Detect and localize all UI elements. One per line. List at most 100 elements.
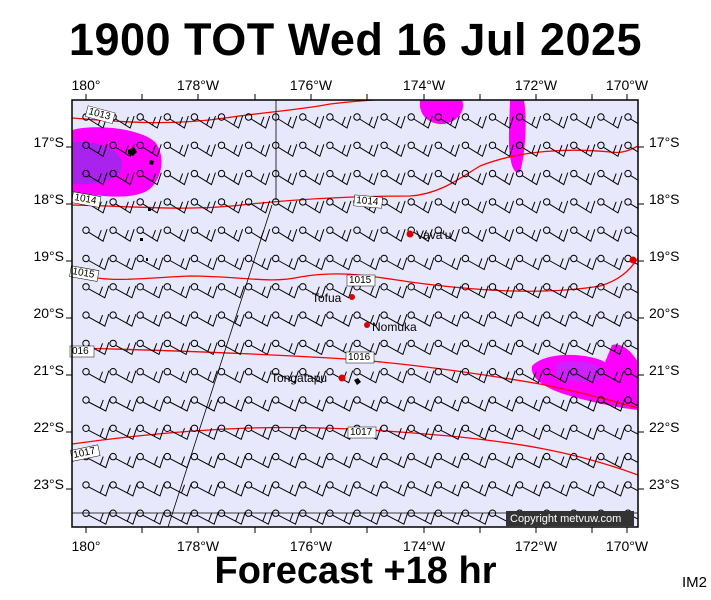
wind-barb xyxy=(326,311,354,327)
wind-barb xyxy=(461,452,490,469)
wind-barb xyxy=(543,311,570,327)
wind-barb xyxy=(82,254,110,271)
wind-barb xyxy=(515,424,544,441)
wind-barb xyxy=(570,198,596,214)
wind-barb xyxy=(136,452,165,469)
wind-barb xyxy=(624,396,638,407)
wind-barb xyxy=(136,141,162,158)
wind-barb xyxy=(272,283,299,299)
wind-barb xyxy=(461,509,490,525)
wind-barb xyxy=(353,283,381,299)
lon-label: 180° xyxy=(72,538,101,554)
wind-barb xyxy=(624,226,638,238)
fiji-islands xyxy=(128,147,361,385)
wind-barb xyxy=(109,396,138,412)
wind-barb xyxy=(570,424,599,441)
wind-barb xyxy=(190,424,219,441)
wind-barb xyxy=(461,396,490,412)
lat-labels-left: 17°S 18°S 19°S 20°S 21°S 22°S 23°S xyxy=(33,134,64,492)
wind-barb xyxy=(244,198,271,214)
wind-barb xyxy=(82,141,108,158)
lat-label: 21°S xyxy=(33,362,64,378)
wind-barb xyxy=(163,169,189,186)
wind-barb xyxy=(244,169,271,186)
wind-barb xyxy=(217,198,244,214)
wind-barb xyxy=(380,368,408,384)
wind-barb xyxy=(353,339,381,356)
wind-barb xyxy=(136,254,164,271)
wind-barb xyxy=(217,424,246,441)
wind-barb xyxy=(163,141,189,158)
wind-barb xyxy=(515,368,543,384)
lat-label: 19°S xyxy=(649,248,680,264)
wind-barb xyxy=(217,226,244,242)
wind-barb xyxy=(543,339,570,356)
wind-barb xyxy=(597,339,625,356)
wind-barb xyxy=(515,198,542,214)
wind-barb xyxy=(407,368,435,384)
wind-barb xyxy=(217,141,244,158)
wind-barb xyxy=(82,169,108,186)
wind-barb xyxy=(299,481,328,497)
wind-barb xyxy=(217,311,245,327)
wind-barb xyxy=(217,481,246,497)
wind-barb xyxy=(353,509,382,525)
wind-barb xyxy=(624,311,638,322)
lat-label: 20°S xyxy=(649,305,680,321)
wind-barb xyxy=(190,254,218,271)
lat-label: 17°S xyxy=(33,134,64,150)
wind-barb xyxy=(515,452,544,469)
wind-barb xyxy=(82,368,110,384)
wind-barb xyxy=(543,424,571,441)
lon-label: 172°W xyxy=(515,538,558,554)
wind-barb xyxy=(624,339,638,351)
wind-barb xyxy=(163,481,192,497)
wind-barb xyxy=(515,396,544,412)
wind-barb xyxy=(380,452,409,469)
lat-label: 23°S xyxy=(33,476,64,492)
wind-barb xyxy=(407,452,436,469)
wind-barb xyxy=(109,424,138,441)
wind-barb xyxy=(515,141,542,158)
wind-barb xyxy=(163,368,191,384)
wind-barb xyxy=(299,226,325,242)
wind-barb xyxy=(515,169,542,186)
wind-barb xyxy=(597,141,623,158)
chart-title: 1900 TOT Wed 16 Jul 2025 xyxy=(68,14,643,65)
wind-barb xyxy=(624,452,638,464)
place-label-nomuka: Nomuka xyxy=(372,320,417,334)
wind-barb xyxy=(624,424,638,435)
wind-barb xyxy=(244,226,271,242)
wind-barb xyxy=(136,113,162,129)
wind-barb xyxy=(380,254,408,271)
wind-barb xyxy=(543,396,571,412)
wind-barb xyxy=(488,339,516,356)
wind-barb xyxy=(624,141,638,153)
lon-label: 176°W xyxy=(290,538,333,554)
wind-barb xyxy=(434,368,462,384)
wind-barb xyxy=(244,452,273,469)
isobar-label: 1015 xyxy=(349,275,372,286)
wind-barb xyxy=(244,509,273,525)
wind-barb xyxy=(380,141,406,158)
wind-barb xyxy=(326,481,355,497)
wind-barb xyxy=(272,396,300,412)
lat-label: 17°S xyxy=(649,134,680,150)
lon-label: 178°W xyxy=(177,77,220,93)
wind-barb xyxy=(434,396,463,412)
wind-barb xyxy=(353,311,381,327)
place-dot-nomuka xyxy=(364,322,370,328)
wind-barb xyxy=(82,481,111,497)
wind-barb xyxy=(380,283,408,299)
wind-barb xyxy=(461,254,489,271)
lon-labels-top: 180° 178°W 176°W 174°W 172°W 170°W xyxy=(72,77,649,93)
wind-barb xyxy=(407,198,433,214)
wind-barb xyxy=(407,311,435,327)
wind-barb xyxy=(272,509,300,525)
wind-barb xyxy=(570,311,598,327)
wind-barb xyxy=(353,141,379,158)
wind-barb xyxy=(434,198,460,214)
wind-barb xyxy=(244,424,273,441)
wind-barb xyxy=(326,141,352,158)
wind-barb xyxy=(82,311,110,327)
